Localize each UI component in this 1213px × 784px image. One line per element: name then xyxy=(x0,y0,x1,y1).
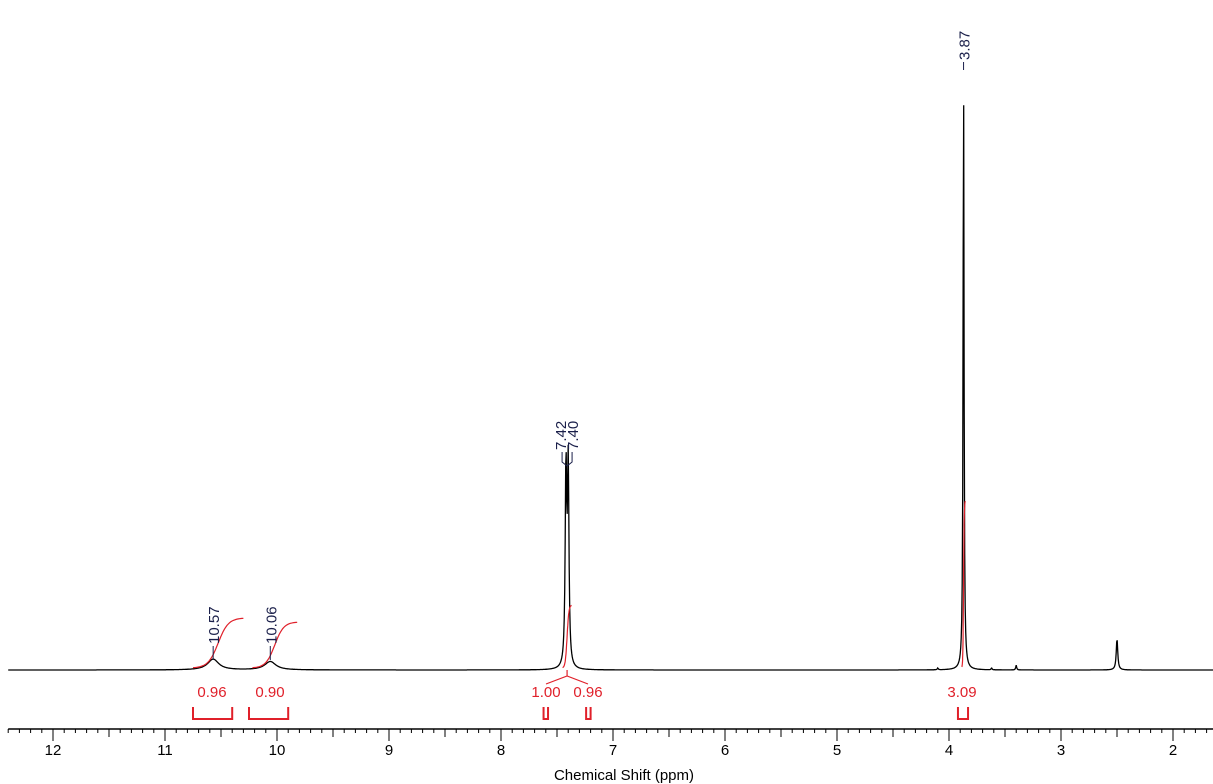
integral-bracket xyxy=(248,707,290,720)
integral-curve xyxy=(961,501,966,668)
integral-connector xyxy=(545,670,589,685)
x-tick-label: 9 xyxy=(385,742,393,759)
peak-label-10-06: 10.06 xyxy=(263,606,280,644)
integral-curve xyxy=(192,617,244,669)
integral-curve xyxy=(252,621,298,669)
peak-label-7-42: 7.42 xyxy=(553,421,570,450)
peak-labels: 10.57 10.06 7.427.40 3.87 xyxy=(206,31,974,660)
x-tick-label: 8 xyxy=(497,742,505,759)
x-tick-label: 6 xyxy=(721,742,729,759)
x-tick-label: 5 xyxy=(833,742,841,759)
integral-value: 1.00 xyxy=(531,684,560,701)
integral-value: 0.96 xyxy=(197,684,226,701)
x-tick-label: 4 xyxy=(945,742,953,759)
x-axis-title: Chemical Shift (ppm) xyxy=(554,767,694,784)
x-tick-label: 11 xyxy=(157,742,173,759)
integrals: 0.96 0.90 1.00 0.96 3.09 xyxy=(192,670,977,720)
x-tick-label: 7 xyxy=(609,742,617,759)
peak-label-10-57: 10.57 xyxy=(206,606,223,644)
peak-tick xyxy=(561,452,573,467)
peak-label-3-87: 3.87 xyxy=(957,31,974,60)
x-axis: 12 11 10 9 8 7 6 5 4 3 2 xyxy=(7,728,1213,759)
integral-value: 0.90 xyxy=(255,684,284,701)
x-tick-label: 10 xyxy=(269,742,286,759)
x-tick-label: 3 xyxy=(1057,742,1065,759)
x-tick-label: 2 xyxy=(1169,742,1177,759)
spectrum xyxy=(8,105,1213,671)
integral-value: 0.96 xyxy=(573,684,602,701)
integral-bracket xyxy=(192,707,234,720)
peak-label-7-40: 7.40 xyxy=(565,421,582,450)
spectrum-line xyxy=(8,105,1213,671)
integral-bracket xyxy=(956,707,970,720)
integral-bracket xyxy=(542,707,550,720)
integral-curve xyxy=(562,604,572,669)
x-tick-label: 12 xyxy=(45,742,62,759)
integral-value: 3.09 xyxy=(947,684,976,701)
integral-bracket xyxy=(585,707,592,720)
